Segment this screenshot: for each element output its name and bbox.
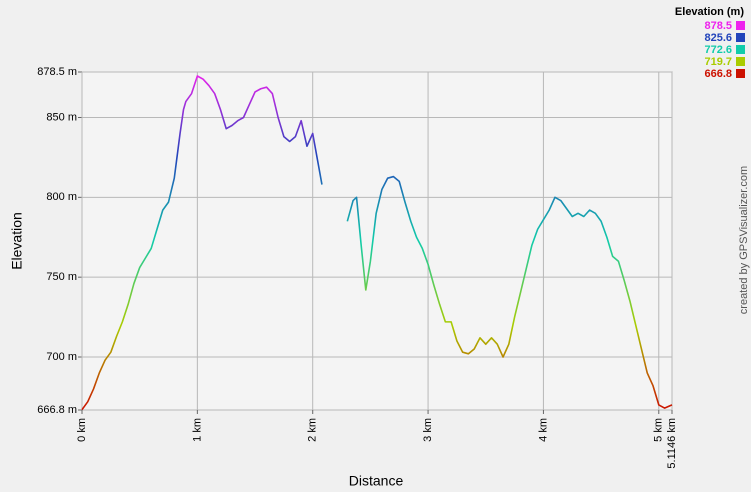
legend-label: 878.5 — [704, 20, 732, 32]
legend-title: Elevation (m) — [675, 6, 744, 18]
credit: created by GPSVisualizer.com — [738, 166, 750, 314]
y-tick-label: 850 m — [46, 111, 77, 123]
y-tick-label: 800 m — [46, 191, 77, 203]
legend-label: 772.6 — [704, 44, 732, 56]
x-tick-label: 2 km — [307, 418, 319, 442]
x-axis-label: Distance — [349, 473, 404, 489]
legend-swatch — [736, 45, 745, 54]
x-tick-label: 4 km — [537, 418, 549, 442]
legend-swatch — [736, 33, 745, 42]
y-axis-label: Elevation — [9, 212, 25, 270]
y-tick-label: 878.5 m — [37, 66, 77, 78]
x-tick-label: 0 km — [76, 418, 88, 442]
y-tick-label: 750 m — [46, 271, 77, 283]
y-tick-label: 700 m — [46, 351, 77, 363]
y-tick-label: 666.8 m — [37, 404, 77, 416]
legend-swatch — [736, 21, 745, 30]
legend-label: 719.7 — [704, 56, 732, 68]
legend-swatch — [736, 69, 745, 78]
x-tick-label: 1 km — [191, 418, 203, 442]
legend-label: 666.8 — [704, 68, 732, 80]
x-tick-label: 5 km — [653, 418, 665, 442]
x-tick-label: 5.1146 km — [666, 418, 678, 469]
legend-swatch — [736, 57, 745, 66]
plot-area — [81, 71, 673, 411]
x-tick-label: 3 km — [422, 418, 434, 442]
legend-label: 825.6 — [704, 32, 732, 44]
elevation-line — [81, 75, 673, 411]
